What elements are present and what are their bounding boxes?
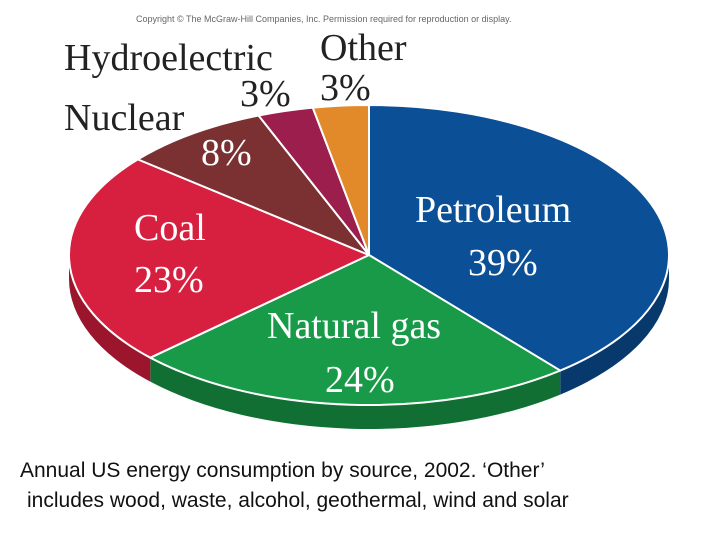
caption-line-1: Annual US energy consumption by source, …	[20, 459, 545, 482]
energy-pie-chart: Petroleum 39% Natural gas 24% Coal 23% Nuclear…	[64, 27, 670, 429]
label-natural-gas: Natural gas	[267, 305, 441, 347]
pie-slice-coal	[68, 158, 370, 359]
copyright-notice: Copyright © The McGraw-Hill Companies, I…	[136, 14, 512, 24]
pie-slice-petroleum	[368, 104, 670, 372]
value-label-nuclear: 8%	[201, 132, 252, 174]
pie-slice-other	[311, 104, 370, 256]
value-label-coal: 23%	[134, 259, 204, 301]
label-coal: Coal	[134, 207, 206, 249]
value-label-other: 3%	[320, 67, 371, 109]
pie-labels: Petroleum 39% Natural gas 24% Coal 23% Nuclear…	[64, 27, 571, 401]
pie-depth	[69, 255, 669, 429]
label-nuclear: Nuclear	[64, 97, 185, 139]
label-hydroelectric: Hydroelectric	[64, 37, 273, 79]
pie-side-natural-gas	[150, 357, 561, 429]
label-other: Other	[320, 27, 407, 69]
pie-slices	[68, 104, 670, 406]
pie-slice-nuclear	[136, 114, 370, 256]
value-label-natural-gas: 24%	[325, 359, 395, 401]
pie-side-coal	[69, 255, 151, 382]
caption-line-2: includes wood, waste, alcohol, geotherma…	[27, 489, 569, 512]
chart-caption: Annual US energy consumption by source, …	[0, 456, 720, 516]
label-petroleum: Petroleum	[415, 189, 571, 231]
value-label-petroleum: 39%	[468, 242, 538, 284]
value-label-hydroelectric: 3%	[240, 73, 291, 115]
pie-slice-natural-gas	[149, 254, 562, 406]
pie-side-petroleum	[560, 255, 669, 395]
